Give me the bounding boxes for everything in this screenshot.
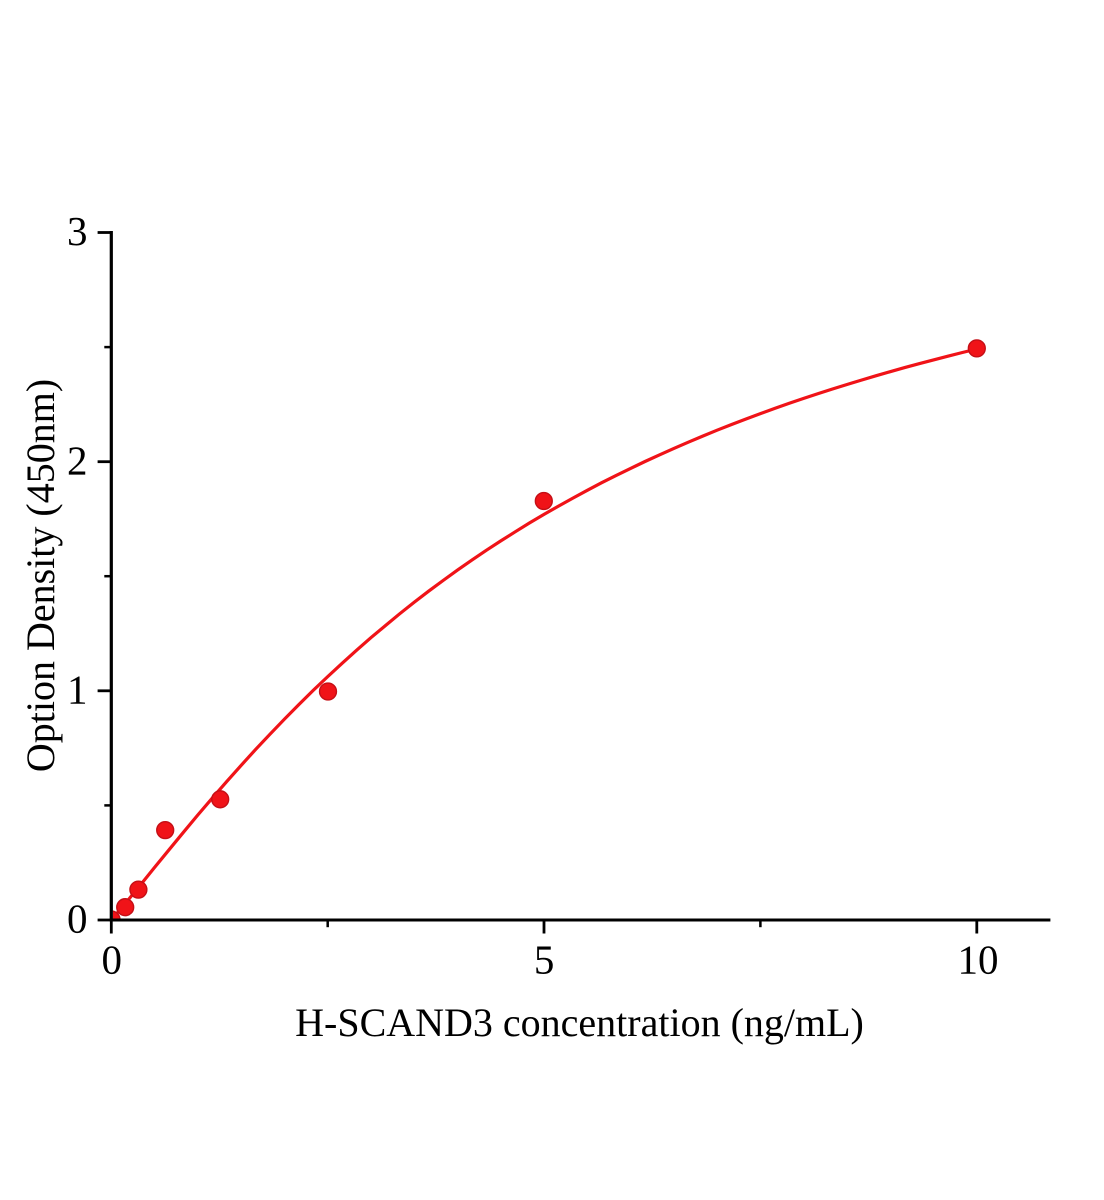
- svg-text:0: 0: [67, 896, 88, 942]
- svg-text:5: 5: [534, 936, 555, 982]
- svg-text:10: 10: [958, 936, 999, 982]
- svg-text:3: 3: [67, 208, 88, 254]
- svg-text:H-SCAND3 concentration (ng/mL): H-SCAND3 concentration (ng/mL): [295, 1000, 864, 1045]
- svg-text:2: 2: [67, 437, 88, 483]
- svg-text:0: 0: [101, 936, 122, 982]
- svg-text:1: 1: [67, 667, 88, 713]
- svg-text:Option Density (450nm): Option Density (450nm): [18, 379, 63, 772]
